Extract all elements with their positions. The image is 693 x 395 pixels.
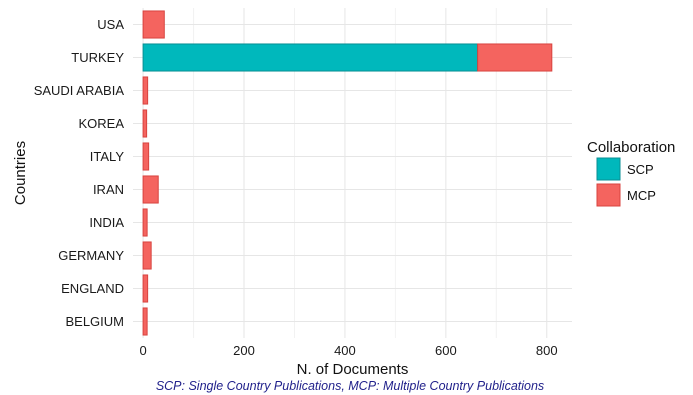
x-axis-title: N. of Documents [297,361,409,378]
y-tick-label: USA [97,17,124,32]
y-tick-label: ENGLAND [61,281,124,296]
legend-label-mcp: MCP [627,188,656,203]
y-tick-label: KOREA [78,116,124,131]
bar-mcp-turkey [477,43,553,72]
legend-swatch-scp [596,157,621,181]
bar-mcp-germany [142,241,152,270]
bar-mcp-england [142,274,149,303]
x-tick-label: 800 [536,343,558,358]
x-tick-label: 400 [334,343,356,358]
bar-mcp-italy [142,142,150,171]
bar-mcp-belgium [142,307,148,336]
bar-mcp-india [142,208,148,237]
legend: Collaboration SCP MCP [587,139,675,207]
bar-mcp-iran [142,175,159,204]
x-tick-label: 600 [435,343,457,358]
y-tick-labels: USA TURKEY SAUDI ARABIA KOREA ITALY IRAN INDIA… [34,17,125,329]
bar-scp-turkey [142,43,479,72]
x-tick-labels: 0 200 400 600 800 [139,343,557,358]
x-tick-label: 0 [139,343,146,358]
legend-label-scp: SCP [627,162,654,177]
y-tick-label: IRAN [93,182,124,197]
y-tick-label: BELGIUM [65,314,124,329]
y-tick-label: GERMANY [58,248,124,263]
y-tick-label: INDIA [89,215,124,230]
bar-mcp-saudi-arabia [142,76,149,105]
x-tick-label: 200 [233,343,255,358]
y-axis-title: Countries [12,141,29,205]
chart-caption: SCP: Single Country Publications, MCP: M… [156,379,544,393]
legend-swatch-mcp [596,183,621,207]
bars [142,10,553,336]
bar-mcp-usa [142,10,165,39]
y-tick-label: SAUDI ARABIA [34,83,125,98]
y-tick-label: ITALY [90,149,125,164]
y-tick-label: TURKEY [71,50,124,65]
bar-mcp-korea [142,109,148,138]
legend-title: Collaboration [587,139,675,156]
